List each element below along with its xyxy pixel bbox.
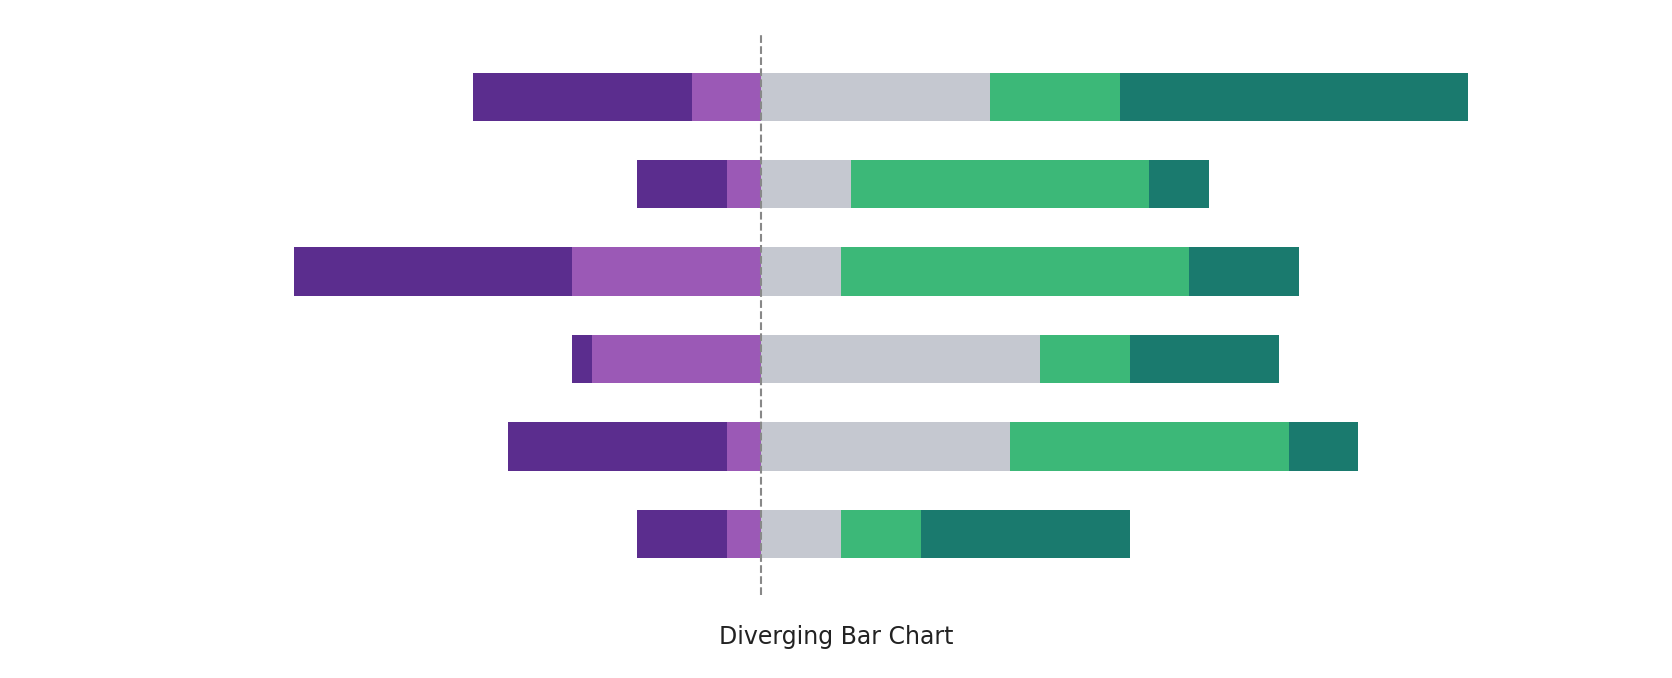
Bar bbox=[1149, 160, 1209, 208]
Bar bbox=[473, 73, 692, 121]
Bar bbox=[727, 422, 761, 471]
Bar bbox=[841, 247, 1189, 296]
Bar bbox=[761, 160, 851, 208]
Bar bbox=[1130, 335, 1279, 383]
Bar bbox=[1010, 422, 1289, 471]
Bar bbox=[761, 510, 841, 558]
Bar bbox=[727, 160, 761, 208]
Bar bbox=[761, 73, 990, 121]
Bar bbox=[1120, 73, 1468, 121]
Bar bbox=[572, 247, 761, 296]
Bar bbox=[761, 335, 1040, 383]
Bar bbox=[851, 160, 1149, 208]
Bar bbox=[572, 335, 592, 383]
Bar bbox=[921, 510, 1130, 558]
Bar bbox=[1189, 247, 1299, 296]
Bar bbox=[508, 422, 727, 471]
Bar bbox=[294, 247, 572, 296]
Bar bbox=[692, 73, 761, 121]
Bar bbox=[761, 422, 1010, 471]
Bar bbox=[1040, 335, 1130, 383]
Bar bbox=[637, 510, 727, 558]
Text: Diverging Bar Chart: Diverging Bar Chart bbox=[719, 625, 953, 650]
Bar bbox=[841, 510, 921, 558]
Bar bbox=[637, 160, 727, 208]
Bar bbox=[761, 247, 841, 296]
Bar bbox=[990, 73, 1120, 121]
Bar bbox=[727, 510, 761, 558]
Bar bbox=[1289, 422, 1358, 471]
Bar bbox=[592, 335, 761, 383]
